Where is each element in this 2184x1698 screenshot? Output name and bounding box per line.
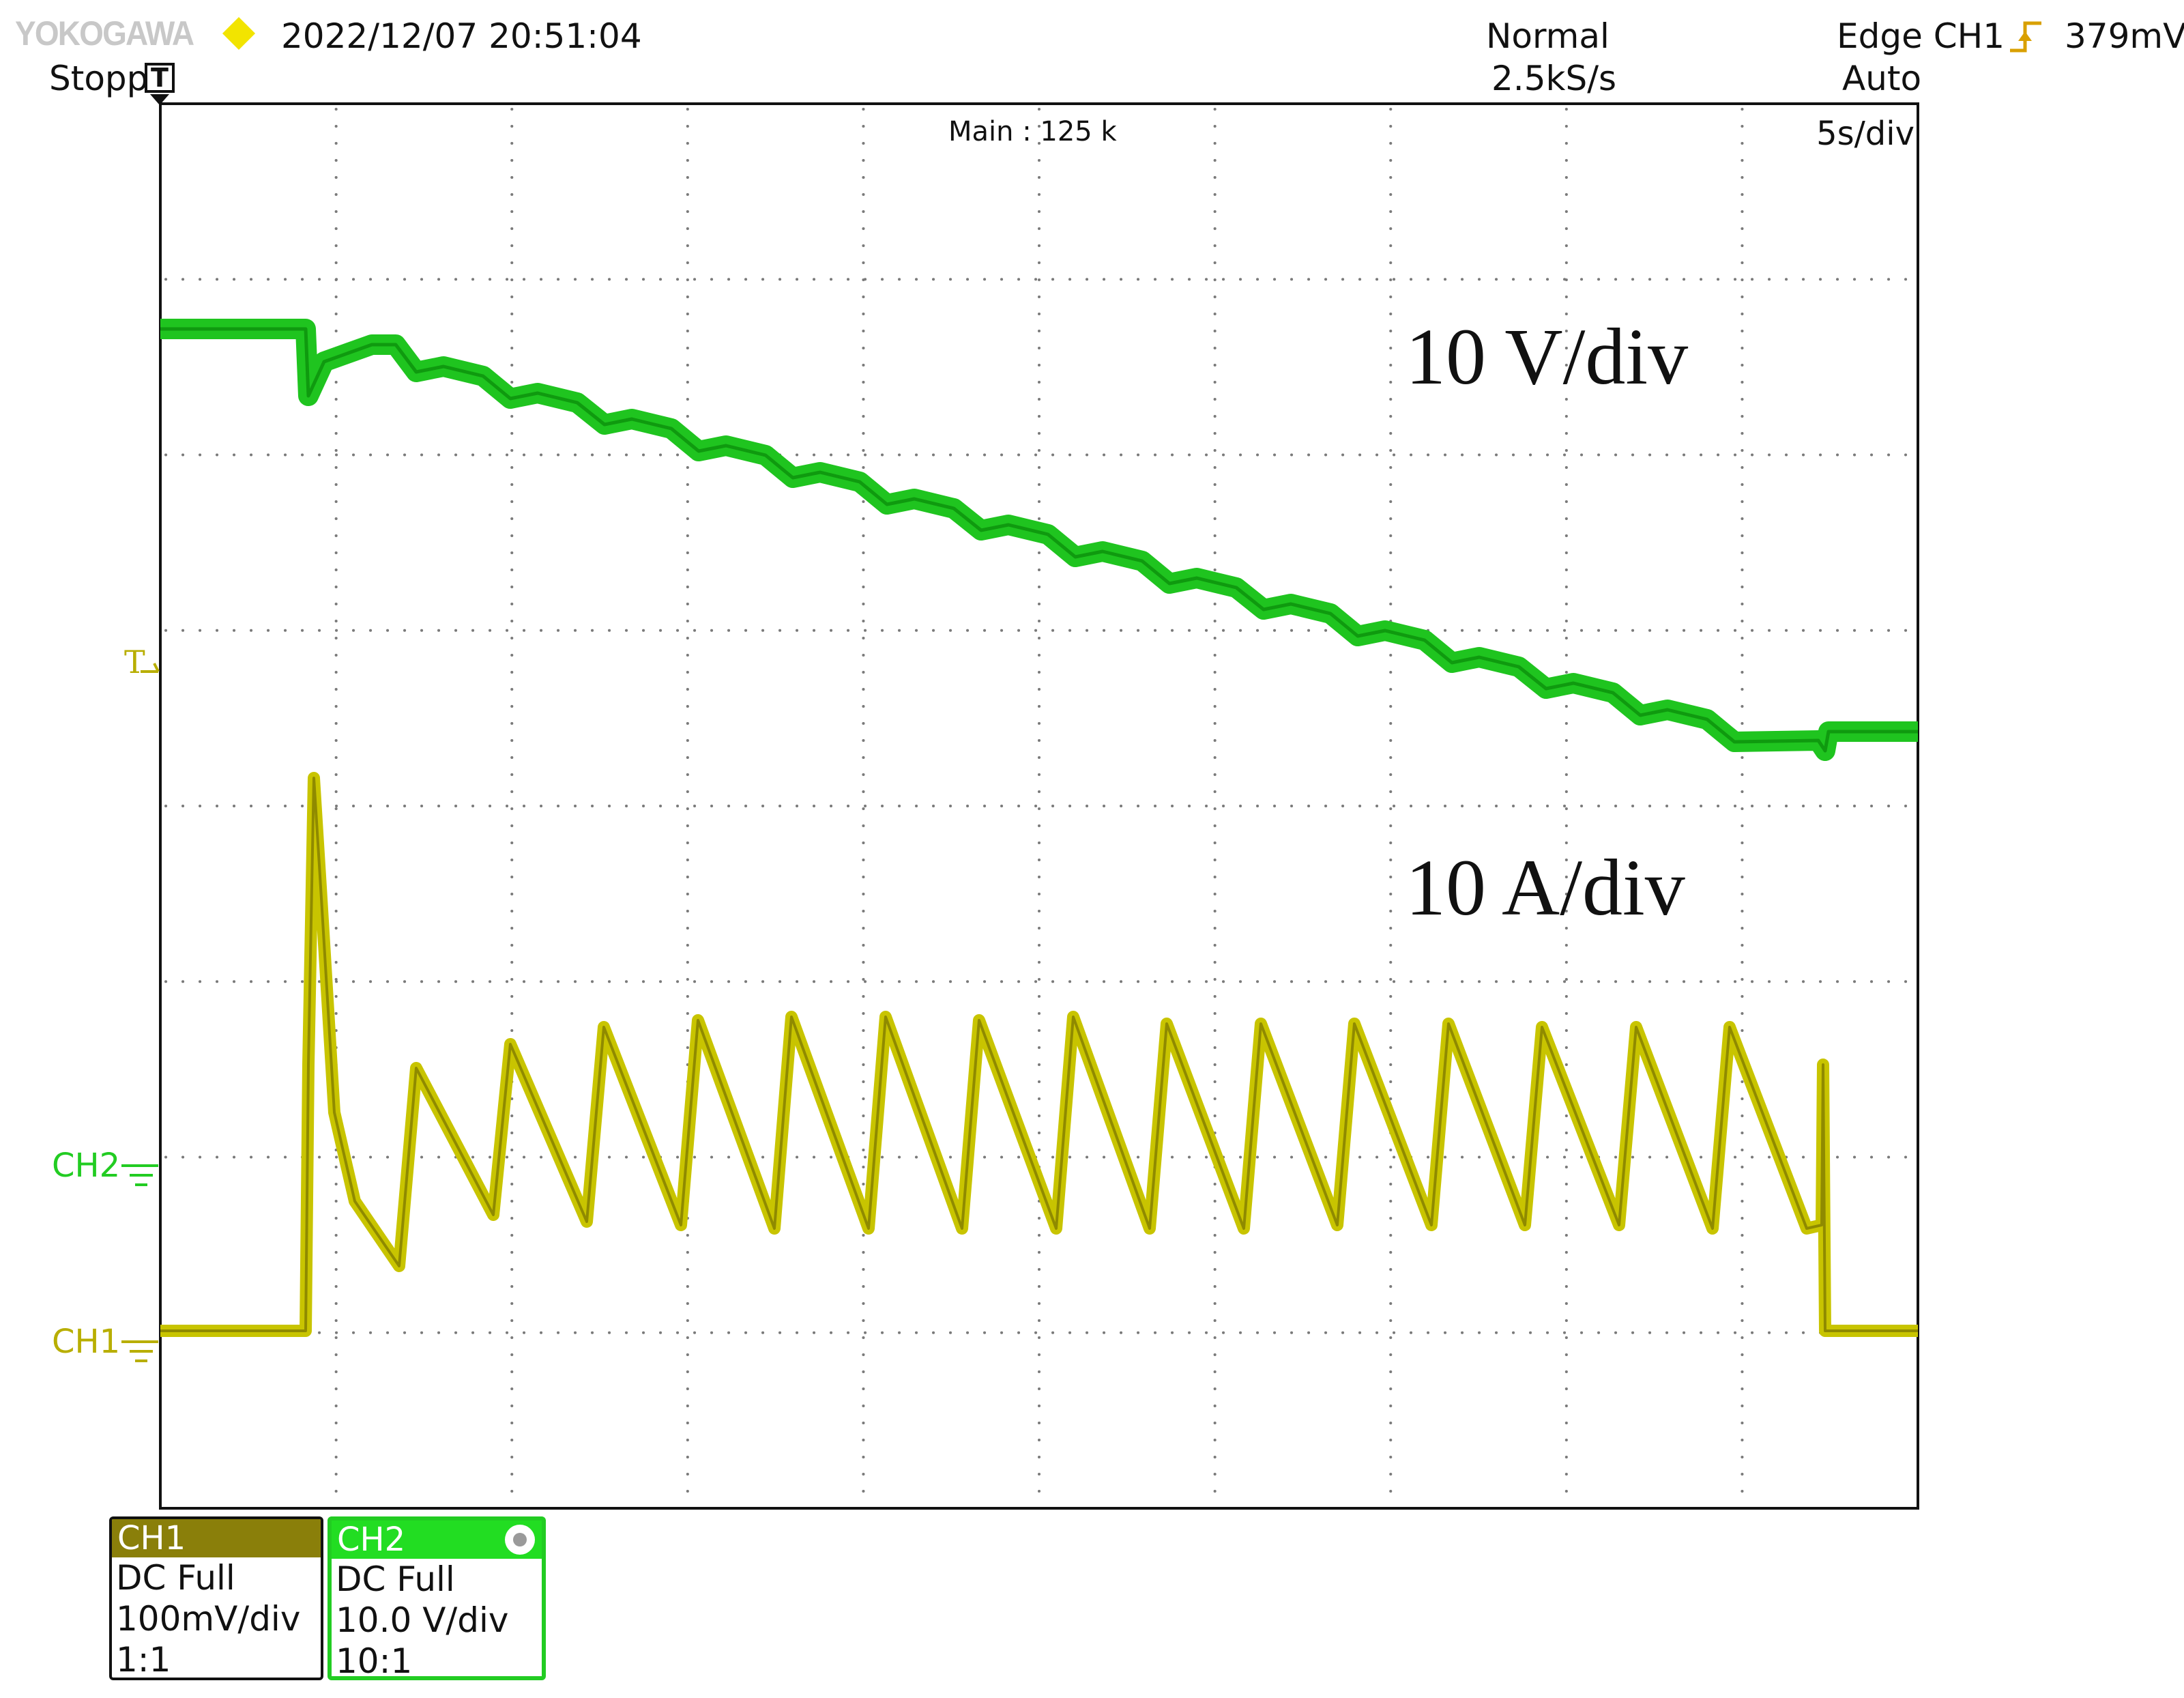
ch2-probe: 10:1 [336, 1641, 413, 1680]
ch1-ground-marker: CH1 [52, 1323, 158, 1362]
brand-logo: YOKOGAWA [15, 14, 194, 53]
ch1-settings-panel[interactable]: CH1 DC Full 100mV/div 1:1 [109, 1516, 323, 1680]
current-scale-annotation: 10 A/div [1406, 843, 1685, 932]
ch1-coupling: DC Full [116, 1558, 235, 1598]
ch2-settings-panel[interactable]: CH2 DC Full 10.0 V/div 10:1 [327, 1516, 546, 1680]
timebase: 5s/div [1816, 115, 1914, 153]
trigger-level-marker: T [124, 644, 160, 680]
ch1-scale: 100mV/div [116, 1599, 301, 1639]
datetime: 2022/12/07 20:51:04 [281, 16, 642, 56]
ch2-ground-label: CH2 [52, 1147, 120, 1185]
ch1-panel-title: CH1 [112, 1519, 321, 1557]
graticule-frame [159, 102, 1919, 1510]
record-length: Main : 125 k [948, 116, 1117, 147]
ch2-ground-marker: CH2 [52, 1147, 158, 1186]
ch1-ground-label: CH1 [52, 1323, 120, 1361]
knob-icon[interactable] [505, 1525, 535, 1555]
trigger-level: 379mV [2065, 16, 2184, 56]
trigger-type: Edge CH1 [1837, 16, 2005, 56]
ch1-current-trace-highlight [160, 777, 1918, 1332]
rising-edge-icon [2010, 21, 2041, 53]
ch1-probe: 1:1 [116, 1640, 171, 1680]
graticule-dots [164, 108, 1908, 1493]
ch2-scale: 10.0 V/div [336, 1600, 509, 1640]
ground-icon [121, 1340, 158, 1362]
trigger-mode: Auto [1842, 59, 1922, 98]
trigger-position-icon: T [145, 63, 175, 93]
ch2-coupling: DC Full [336, 1559, 455, 1599]
acquisition-status: Stopp [49, 59, 149, 98]
graticule-grid [164, 108, 1908, 1493]
trigger-level-mark: T [124, 644, 145, 680]
ground-icon [121, 1164, 158, 1186]
ch2-voltage-trace-highlight [160, 327, 1918, 753]
ch2-panel-title: CH2 [337, 1521, 406, 1559]
acquisition-mode: Normal [1486, 16, 1610, 56]
sample-rate: 2.5kS/s [1491, 59, 1617, 98]
voltage-scale-annotation: 10 V/div [1406, 312, 1688, 401]
